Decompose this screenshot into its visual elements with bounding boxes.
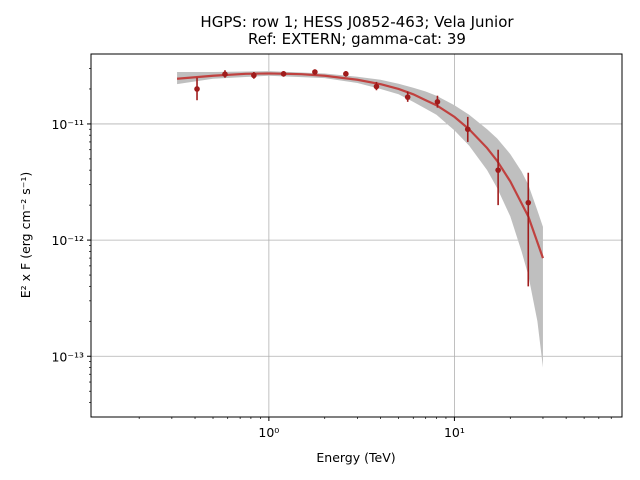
- data-marker: [194, 86, 200, 92]
- flux-point: [525, 172, 532, 287]
- data-marker: [525, 199, 532, 206]
- flux-points: [194, 69, 532, 287]
- axis-ticks: 10⁰ 10¹ 10⁻¹³ 10⁻¹² 10⁻¹¹: [51, 68, 612, 440]
- flux-point: [343, 71, 349, 77]
- data-marker: [464, 126, 471, 133]
- data-marker: [251, 72, 257, 79]
- y-axis-label: E² x F (erg cm⁻² s⁻¹): [18, 172, 33, 298]
- data-marker: [280, 71, 287, 77]
- chart-title: HGPS: row 1; HESS J0852-463; Vela Junior…: [200, 13, 514, 48]
- data-marker: [312, 69, 318, 75]
- flux-point: [464, 116, 471, 142]
- model-band-area: [177, 71, 543, 368]
- flux-point: [312, 69, 318, 75]
- data-marker: [434, 99, 441, 105]
- chart-title-line-1: HGPS: row 1; HESS J0852-463; Vela Junior: [200, 13, 514, 31]
- flux-point: [194, 77, 200, 101]
- x-tick-label: 10⁰: [258, 425, 279, 440]
- data-marker: [373, 83, 380, 90]
- y-tick-label: 10⁻¹¹: [51, 117, 84, 132]
- model-curve: [176, 72, 544, 259]
- data-marker: [495, 167, 501, 173]
- flux-point: [373, 81, 380, 91]
- flux-point: [434, 95, 441, 108]
- flux-point: [251, 71, 257, 79]
- plot-frame: [90, 53, 623, 418]
- data-marker: [222, 71, 228, 78]
- data-marker: [343, 71, 349, 77]
- chart-title-line-2: Ref: EXTERN; gamma-cat: 39: [248, 30, 466, 48]
- y-tick-label: 10⁻¹³: [51, 349, 84, 364]
- flux-point: [404, 91, 411, 102]
- flux-point: [495, 149, 501, 206]
- x-axis-label: Energy (TeV): [316, 450, 395, 465]
- flux-point: [222, 70, 228, 78]
- y-tick-label: 10⁻¹²: [51, 233, 84, 248]
- model-error-band: [177, 71, 543, 368]
- data-marker: [404, 94, 411, 100]
- flux-point: [280, 71, 287, 77]
- x-tick-label: 10¹: [444, 425, 465, 440]
- model-curve-line: [176, 72, 544, 259]
